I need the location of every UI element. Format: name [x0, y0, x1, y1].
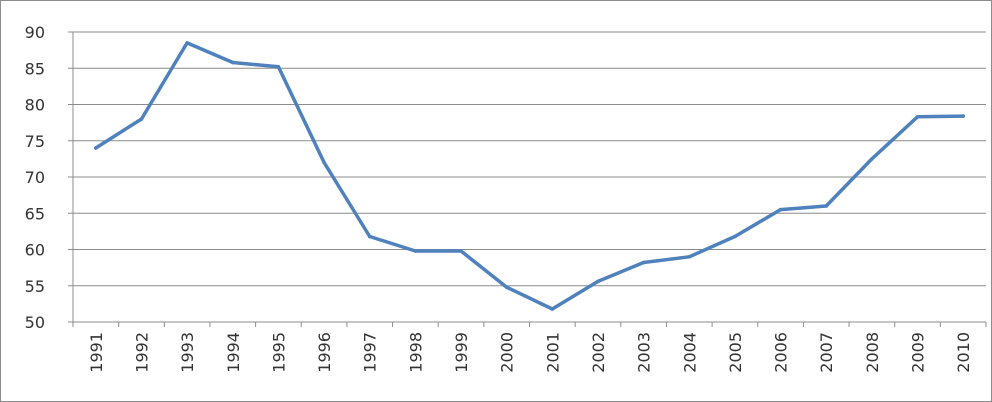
y-tick-label: 90 — [25, 23, 45, 42]
data-point — [459, 249, 463, 253]
x-tick-label: 1992 — [132, 332, 151, 373]
y-tick-label: 60 — [25, 241, 45, 260]
x-tick-label: 2010 — [954, 332, 973, 373]
data-point — [185, 41, 189, 45]
x-tick-label: 2000 — [498, 332, 517, 373]
data-point — [961, 114, 965, 118]
x-tick-label: 2001 — [543, 332, 562, 373]
data-point — [276, 65, 281, 69]
data-point — [322, 160, 326, 165]
data-point — [550, 307, 555, 311]
x-tick-label: 1995 — [269, 332, 288, 373]
data-point — [641, 260, 646, 265]
y-tick-label: 70 — [25, 168, 45, 187]
data-point — [367, 234, 372, 239]
data-point — [915, 115, 920, 119]
x-tick-label: 1997 — [361, 332, 380, 373]
y-tick-label: 55 — [25, 277, 45, 296]
data-point — [230, 60, 235, 65]
data-point — [504, 285, 509, 290]
x-tick-label: 1999 — [452, 332, 471, 373]
x-tick-label: 2008 — [863, 332, 882, 373]
y-tick-label: 75 — [25, 132, 45, 151]
x-tick-label: 2005 — [726, 332, 745, 373]
data-point — [596, 279, 600, 284]
y-tick-label: 85 — [25, 59, 45, 78]
data-point — [778, 207, 783, 212]
x-tick-label: 1991 — [87, 332, 106, 373]
x-tick-label: 2006 — [772, 332, 791, 373]
data-point — [139, 117, 144, 121]
x-tick-label: 1996 — [315, 332, 334, 373]
series-line — [94, 41, 965, 311]
x-tick-label: 2003 — [635, 332, 654, 373]
data-point — [94, 146, 98, 150]
x-tick-label: 2009 — [909, 332, 928, 373]
x-tick-label: 2004 — [680, 332, 699, 373]
y-tick-label: 65 — [25, 204, 45, 223]
x-tick-label: 2007 — [817, 332, 836, 373]
x-tick-label: 1998 — [406, 332, 425, 373]
data-point — [870, 157, 874, 161]
x-tick-label: 1994 — [224, 332, 243, 373]
x-tick-label: 1993 — [178, 332, 197, 373]
data-point — [413, 249, 418, 253]
data-point — [687, 254, 692, 259]
x-tick-label: 2002 — [589, 332, 608, 373]
data-point — [733, 234, 737, 239]
y-tick-label: 50 — [25, 313, 45, 332]
data-point — [824, 204, 829, 208]
y-tick-label: 80 — [25, 96, 45, 115]
